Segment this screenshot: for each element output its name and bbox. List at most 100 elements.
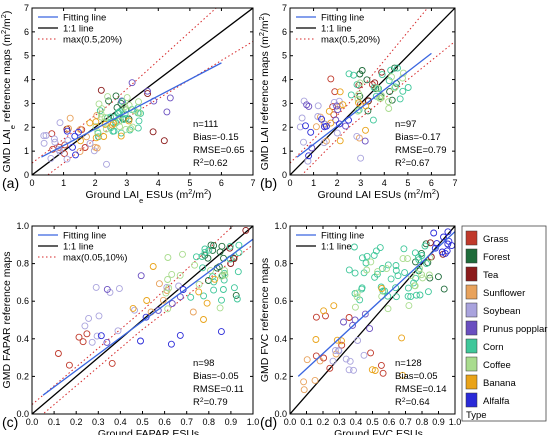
data-point-soybean bbox=[114, 327, 122, 335]
data-point-sunflower bbox=[311, 376, 319, 384]
stat-text: Bias=-0.05 bbox=[193, 371, 239, 382]
data-point-tea bbox=[227, 260, 235, 267]
data-point-corn bbox=[412, 291, 420, 299]
type-swatch-corn bbox=[465, 338, 478, 354]
plot-frame bbox=[31, 7, 254, 176]
data-point-banana bbox=[117, 132, 125, 140]
y-tick-label: 1 bbox=[282, 146, 287, 156]
data-point-corn bbox=[345, 266, 353, 274]
data-point-coffee bbox=[385, 105, 393, 112]
data-point-prunus-popplar bbox=[103, 338, 111, 346]
stat-text: n=111 bbox=[193, 119, 218, 130]
legend-label: 1:1 line bbox=[63, 24, 94, 35]
data-point-sunflower bbox=[159, 296, 167, 304]
data-point-soybean bbox=[115, 285, 123, 293]
data-point-alfalfa bbox=[74, 128, 82, 136]
data-point-prunus-popplar bbox=[361, 310, 369, 318]
data-point-prunus-popplar bbox=[333, 102, 341, 110]
data-point-coffee bbox=[405, 302, 413, 310]
data-point-corn bbox=[121, 110, 129, 118]
type-label: Coffee bbox=[483, 360, 511, 371]
data-point-corn bbox=[391, 83, 399, 91]
y-tick-label: 7 bbox=[24, 3, 29, 13]
data-point-corn bbox=[421, 242, 429, 250]
data-point-corn bbox=[423, 260, 430, 268]
data-point-grass bbox=[312, 313, 320, 321]
data-point-corn bbox=[200, 292, 208, 300]
x-tick-label: 0.8 bbox=[416, 417, 429, 427]
data-point-soybean bbox=[42, 132, 50, 139]
data-point-forest bbox=[358, 67, 366, 74]
y-tick-label: 5 bbox=[282, 51, 287, 61]
legend-label: Fitting line bbox=[63, 231, 106, 242]
data-point-corn bbox=[385, 77, 393, 85]
data-point-corn bbox=[117, 129, 125, 137]
data-point-banana bbox=[86, 119, 94, 127]
data-point-prunus-popplar bbox=[340, 318, 347, 326]
x-tick-label: 0.5 bbox=[136, 417, 149, 427]
data-point-corn bbox=[350, 243, 358, 251]
data-point-corn bbox=[219, 286, 227, 293]
data-point-tea bbox=[149, 128, 157, 136]
data-point-corn bbox=[351, 269, 359, 277]
panel-d: 0.0 0.1 0.2 0.3 0.4 0.5 0.6 0.7 0.8 0.9 1.00.00.20… bbox=[259, 221, 461, 435]
data-point-forest bbox=[218, 242, 226, 250]
data-point-corn bbox=[401, 269, 409, 277]
y-tick-label: 3 bbox=[24, 98, 29, 108]
data-point-forest bbox=[386, 88, 394, 96]
data-point-coffee bbox=[162, 289, 170, 297]
data-point-soybean bbox=[92, 283, 100, 291]
data-point-corn bbox=[347, 91, 355, 99]
x-tick-label: 0.1 bbox=[300, 417, 313, 427]
panel-a: 0 1 2 3 4 5 6 7 0 1 2 3 4 5 6 7 Ground LAIe ESUs (m2/m2)… bbox=[0, 3, 256, 205]
data-point-grass bbox=[331, 88, 339, 96]
data-point-forest bbox=[105, 97, 113, 105]
data-point-tea bbox=[378, 68, 386, 76]
type-label: Sunflower bbox=[483, 288, 525, 299]
data-point-corn bbox=[399, 87, 407, 95]
type-legend-title: Type bbox=[466, 410, 487, 421]
data-point-banana bbox=[355, 99, 362, 107]
y-tick-label: 0.8 bbox=[16, 259, 29, 269]
data-point-soybean bbox=[50, 135, 58, 143]
data-point-sunflower bbox=[303, 356, 311, 364]
x-tick-label: 0 bbox=[287, 178, 292, 188]
data-point-corn bbox=[394, 64, 401, 72]
data-point-corn bbox=[387, 66, 395, 74]
data-point-alfalfa bbox=[441, 249, 449, 257]
data-point-soybean bbox=[175, 282, 183, 290]
data-point-tea bbox=[97, 86, 105, 94]
data-point-soybean bbox=[333, 129, 341, 137]
data-point-soybean bbox=[346, 357, 354, 365]
plot-area bbox=[290, 8, 455, 175]
data-point-tea bbox=[144, 90, 152, 98]
x-tick-label: 1.0 bbox=[247, 417, 260, 427]
type-swatch-forest bbox=[465, 248, 478, 264]
data-point-corn bbox=[218, 296, 225, 304]
data-point-soybean bbox=[93, 332, 101, 340]
data-point-prunus-popplar bbox=[351, 316, 359, 324]
y-tick-label: 7 bbox=[282, 3, 287, 13]
data-point-grass bbox=[83, 330, 91, 338]
data-point-coffee bbox=[411, 282, 418, 290]
type-swatch-banana bbox=[465, 374, 478, 390]
data-point-prunus-popplar bbox=[342, 122, 350, 130]
y-axis-label: GMD FAPAR reference maps bbox=[1, 252, 13, 389]
type-label: Banana bbox=[483, 378, 516, 389]
data-point-soybean bbox=[353, 132, 361, 140]
stat-text: R2=0.67 bbox=[395, 158, 430, 170]
data-point-coffee bbox=[176, 271, 184, 279]
data-point-corn bbox=[424, 288, 432, 296]
data-point-coffee bbox=[353, 289, 361, 297]
data-point-grass bbox=[327, 75, 335, 83]
y-tick-label: 1 bbox=[24, 146, 29, 156]
data-point-corn bbox=[414, 253, 422, 261]
data-point-sunflower bbox=[300, 378, 308, 386]
data-point-coffee bbox=[179, 250, 186, 258]
x-tick-label: 0.7 bbox=[399, 417, 412, 427]
data-point-alfalfa bbox=[322, 122, 330, 130]
data-point-corn bbox=[363, 252, 371, 260]
tolerance-upper-line bbox=[290, 8, 429, 164]
data-point-forest bbox=[426, 274, 434, 282]
type-label: Prunus popplar bbox=[483, 324, 547, 335]
